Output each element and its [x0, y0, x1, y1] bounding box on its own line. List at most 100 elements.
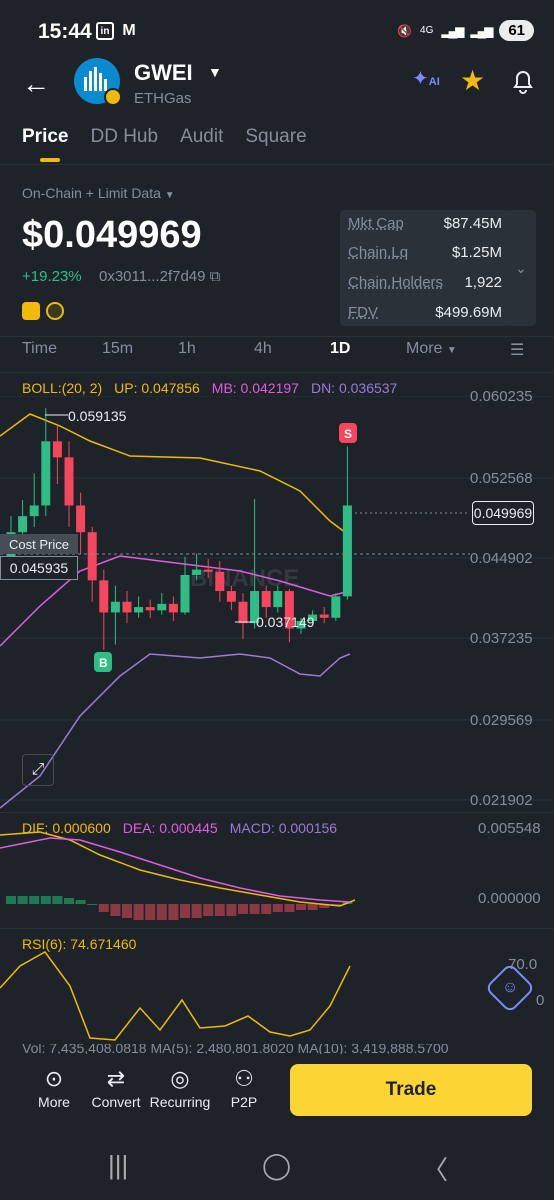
price-axis-label: 0.044902: [470, 550, 533, 567]
macd-histogram-bar: [156, 904, 167, 920]
macd-axis-top: 0.005548: [478, 820, 541, 837]
macd-dea: DEA: 0.000445: [122, 820, 218, 836]
tf-4h[interactable]: 4h: [254, 340, 272, 357]
low-label: 0.037149: [256, 614, 315, 630]
price-change: +19.23%: [22, 268, 82, 285]
clock: 15:44: [38, 20, 92, 43]
signal-icon: ▂▄▆: [441, 23, 464, 38]
macd-histogram-bar: [203, 904, 214, 916]
boll-label: BOLL:(20, 2): [22, 380, 103, 396]
sell-marker-label: S: [344, 427, 352, 441]
stat-label[interactable]: Chain.Holders: [348, 274, 444, 291]
recurring-icon: ◎: [170, 1066, 190, 1091]
contract-address[interactable]: 0x3011...2f7d49 ⧉: [99, 268, 220, 285]
p2p-button[interactable]: ⚇ P2P: [212, 1066, 276, 1110]
stat-label[interactable]: Chain.Lq: [348, 244, 409, 261]
signal-icon-2: ▂▄▆: [470, 23, 493, 38]
macd-histogram-bar: [87, 904, 98, 905]
candle-body: [261, 591, 271, 608]
candle-body: [226, 591, 236, 602]
linkedin-icon: in: [96, 22, 114, 40]
token-audit-icon: [46, 302, 64, 320]
rsi-legend: RSI(6): 74.671460: [22, 936, 137, 952]
tf-15m[interactable]: 15m: [102, 340, 134, 357]
recent-apps-icon[interactable]: |||: [108, 1150, 129, 1180]
chart-settings-icon[interactable]: ☰: [510, 342, 525, 359]
candle-body: [29, 505, 39, 517]
candle-body: [238, 601, 248, 624]
candle-body: [110, 601, 120, 613]
macd-histogram-bar: [75, 900, 86, 904]
macd-histogram-bar: [52, 896, 63, 904]
candle-body: [192, 569, 202, 575]
sell-marker[interactable]: [339, 423, 357, 443]
tab-square[interactable]: Square: [245, 126, 307, 147]
tf-time[interactable]: Time: [22, 340, 57, 357]
ai-label: AI: [428, 76, 440, 88]
cost-price-value: 0.045935: [0, 556, 78, 580]
system-nav-bar: ||| ◯ 〈: [0, 1132, 554, 1200]
caret-down-icon[interactable]: ▼: [208, 64, 222, 80]
tf-more-label: More: [406, 340, 443, 357]
coin-name[interactable]: GWEI: [134, 60, 193, 85]
binance-watermark: BINANCE: [190, 565, 299, 592]
status-bar: 15:44 in M 🔇 4G ▂▄▆ ▂▄▆ 61: [0, 0, 554, 66]
price-axis-label: 0.037235: [470, 630, 533, 647]
ai-sparkle-icon[interactable]: ✦AI: [412, 68, 440, 90]
rsi-axis-0: 0: [536, 992, 545, 1009]
macd-histogram-bar: [29, 896, 40, 904]
candlestick-chart[interactable]: BINANCE 0.059135 0.037149 B S: [0, 396, 554, 816]
tf-1d[interactable]: 1D: [330, 340, 351, 357]
data-source-label: On-Chain + Limit Data: [22, 185, 161, 201]
convert-button[interactable]: ⇄ Convert: [84, 1066, 148, 1110]
stat-label[interactable]: FDV: [348, 304, 378, 321]
macd-legend: DIF: 0.000600 DEA: 0.000445 MACD: 0.0001…: [22, 820, 337, 836]
candle-body: [168, 603, 178, 613]
stat-label[interactable]: Mkt Cap: [348, 215, 404, 232]
tab-price[interactable]: Price: [22, 126, 69, 147]
gmail-icon: M: [122, 22, 136, 39]
fullscreen-expand-icon[interactable]: ⤢: [22, 754, 54, 786]
buy-marker[interactable]: [94, 652, 112, 672]
bnb-chain-badge-icon: [104, 88, 122, 106]
recurring-button[interactable]: ◎ Recurring: [148, 1066, 212, 1110]
network-type-icon: 4G: [420, 25, 434, 36]
copy-icon[interactable]: ⧉: [209, 268, 221, 285]
volume-legend-text: Vol: 7,435,408.0818 MA(5): 2,480,801.802…: [22, 1044, 449, 1054]
recurring-label: Recurring: [149, 1094, 211, 1110]
macd-histogram-bar: [168, 904, 179, 920]
macd-histogram-bar: [133, 904, 144, 920]
bell-icon[interactable]: [510, 68, 536, 99]
chevron-down-icon[interactable]: ⌄: [506, 210, 536, 326]
favorite-star-icon[interactable]: ★: [460, 65, 486, 96]
tf-1h[interactable]: 1h: [178, 340, 196, 357]
tf-more[interactable]: More ▼: [406, 340, 457, 358]
macd-histogram-bar: [180, 904, 190, 918]
candle-body: [122, 601, 132, 613]
more-button[interactable]: ⊙ More: [22, 1066, 86, 1110]
price-axis-label: 0.052568: [470, 470, 533, 487]
tab-dd-hub[interactable]: DD Hub: [90, 126, 159, 147]
macd-histogram-bar: [238, 904, 248, 914]
macd-histogram-bar: [145, 904, 156, 920]
more-dots-icon: ⊙: [44, 1066, 64, 1091]
p2p-label: P2P: [230, 1094, 258, 1110]
tab-audit[interactable]: Audit: [180, 126, 224, 147]
convert-icon: ⇄: [106, 1066, 126, 1091]
stat-row: Mkt Cap $87.45M: [348, 215, 502, 232]
rsi-line: [0, 951, 351, 1041]
macd-axis-zero: 0.000000: [478, 890, 541, 907]
rsi-chart: [0, 951, 351, 1041]
stat-value: $87.45M: [443, 215, 502, 232]
macd-histogram-bar: [98, 904, 109, 912]
back-arrow-icon[interactable]: ←: [22, 68, 50, 99]
back-nav-icon[interactable]: 〈: [422, 1155, 449, 1185]
data-source-dropdown[interactable]: On-Chain + Limit Data ▼: [22, 185, 175, 201]
p2p-icon: ⚇: [234, 1066, 254, 1091]
candle-body: [41, 441, 51, 506]
home-icon[interactable]: ◯: [262, 1150, 292, 1180]
trade-button[interactable]: Trade: [290, 1064, 532, 1116]
macd-histogram-bar: [122, 904, 132, 918]
candle-body: [273, 591, 283, 608]
macd-histogram-bar: [214, 904, 225, 916]
